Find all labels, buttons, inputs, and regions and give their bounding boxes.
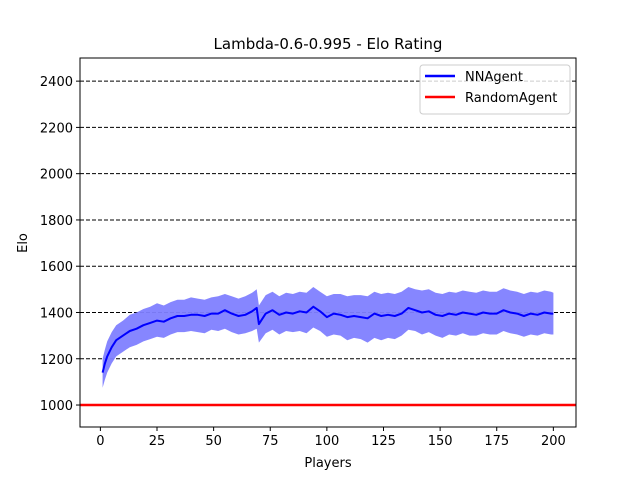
- x-tick-label: 50: [205, 434, 222, 449]
- legend-label-nnagent: NNAgent: [465, 70, 523, 85]
- x-tick-label: 0: [96, 434, 104, 449]
- y-tick-label: 1000: [40, 399, 73, 414]
- y-tick-label: 2400: [40, 75, 73, 90]
- x-tick-label: 175: [484, 434, 509, 449]
- plot-frame: [79, 57, 577, 428]
- y-tick-label: 1400: [40, 306, 73, 321]
- y-tick-label: 1600: [40, 260, 73, 275]
- series-line-layer: [80, 305, 576, 407]
- y-tick-label: 1800: [40, 214, 73, 229]
- chart-title: Lambda-0.6-0.995 - Elo Rating: [214, 35, 443, 53]
- x-tick-label: 25: [149, 434, 166, 449]
- y-tick-label: 1200: [40, 353, 73, 368]
- x-tick-label: 200: [541, 434, 566, 449]
- x-tick-label: 100: [314, 434, 339, 449]
- nnagent-confidence-band: [102, 287, 554, 388]
- x-axis-title: Players: [304, 456, 351, 471]
- y-axis-title: Elo: [16, 233, 31, 253]
- confidence-band-layer: [102, 287, 554, 388]
- y-axis-ticks: 1000 1200 1400 1600 1800 2000 2200 2400: [40, 75, 80, 414]
- x-tick-label: 75: [262, 434, 279, 449]
- x-tick-label: 125: [371, 434, 396, 449]
- legend-label-randomagent: RandomAgent: [465, 91, 557, 106]
- x-tick-label: 150: [428, 434, 453, 449]
- y-tick-label: 2200: [40, 121, 73, 136]
- y-tick-label: 2000: [40, 168, 73, 183]
- legend-box: [419, 64, 571, 115]
- nnagent-line: [101, 305, 554, 373]
- legend: NNAgent RandomAgent: [419, 64, 571, 115]
- x-axis-ticks: 0 25 50 75 100 125 150 175 200: [96, 427, 566, 449]
